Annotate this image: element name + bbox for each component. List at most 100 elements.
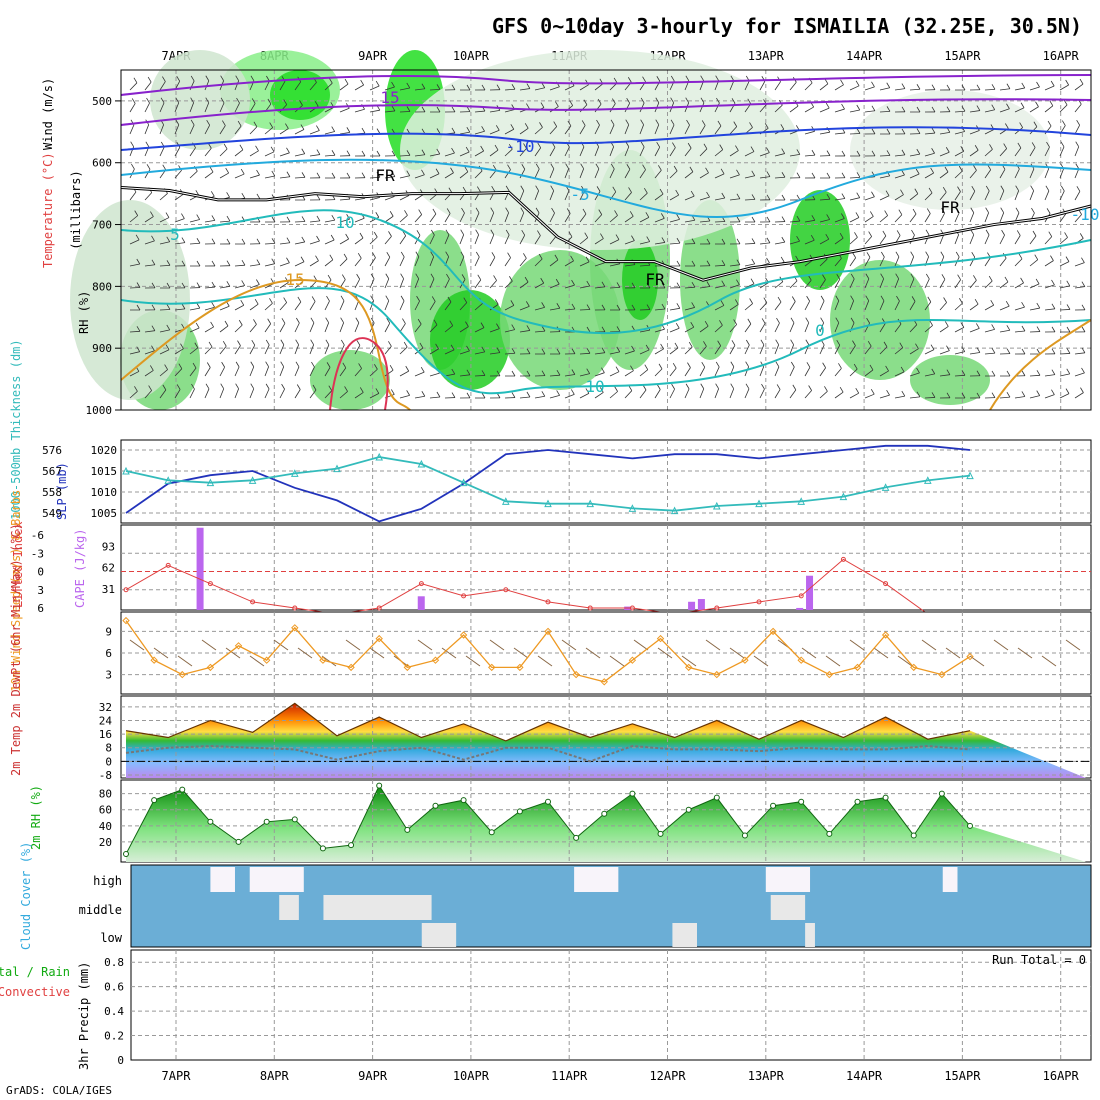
rh-point [516, 808, 523, 815]
wind-barb-flag [597, 98, 602, 105]
temp-label: 2m Temp 2m DewPt (6hr Min/Max) (°C) [9, 523, 23, 776]
wind-barb-flag [358, 363, 362, 369]
wind-barb-flag [316, 172, 321, 178]
wind-barb-flag [1060, 185, 1065, 192]
cape-bar [796, 607, 804, 610]
wind-barb-flag [806, 362, 811, 368]
wind-barb-flag [327, 274, 332, 281]
wind-barb-flag [237, 120, 242, 127]
surface-wind-barb [225, 647, 241, 659]
wind-barb-flag [421, 169, 425, 175]
wind-barb [294, 301, 302, 311]
wind-barb-flag [465, 321, 469, 327]
wind-barb [534, 127, 543, 135]
wind-label: Wind (m/s) [41, 78, 55, 150]
rh-point [123, 850, 129, 857]
wind-barb-flag [250, 361, 255, 367]
lifted-index-point [503, 587, 509, 593]
wind-barb [789, 301, 796, 311]
wind-barb-flag [421, 149, 426, 155]
wind-barb-flag [795, 255, 799, 262]
wind-barb [819, 107, 830, 113]
wind-barb-flag [461, 207, 465, 214]
wind-barb [534, 235, 541, 245]
wind-barb [219, 125, 226, 135]
wind-barb [174, 102, 180, 113]
wind-barb [1074, 262, 1085, 267]
wind-barb [939, 326, 949, 333]
wind-barb [804, 239, 815, 245]
wind-barb-flag [146, 97, 150, 104]
wind-barb [204, 326, 214, 333]
wind-barb-flag [205, 383, 210, 390]
wind-barb-flag [1006, 370, 1011, 377]
wind-barb-flag [1006, 83, 1011, 89]
wind-barb [414, 154, 425, 157]
wind-barb-flag [871, 128, 876, 135]
lifted-index-point [461, 593, 467, 599]
wind-barb-flag [341, 274, 346, 280]
wind-barb-flag [316, 194, 321, 201]
wind-barb-flag [375, 388, 380, 394]
wind-barb-flag [766, 194, 771, 201]
wind-barb-flag [526, 103, 530, 109]
wind-barb-flag [717, 120, 722, 127]
lifted-index-point [165, 562, 171, 568]
wind-barb-flag [880, 295, 885, 302]
wind-barb [429, 153, 440, 157]
date-label-bottom: 10APR [453, 1069, 490, 1083]
wind-barb [774, 176, 786, 179]
wind-barb-flag [901, 128, 906, 135]
wind-barb-flag [885, 190, 890, 196]
wind-barb-flag [283, 297, 288, 303]
wind-barb [144, 216, 154, 223]
wind-barb-flag [645, 344, 650, 351]
wind-barb [144, 124, 150, 135]
wind-barb-flag [915, 168, 920, 175]
wind-barb [1044, 125, 1052, 135]
wind-barb-flag [1065, 388, 1070, 394]
wind-barb [864, 257, 871, 267]
wind-barb-flag [960, 322, 965, 328]
wind-barb [834, 84, 844, 91]
wind-barb-flag [450, 344, 455, 351]
wind-barb-flag [601, 347, 606, 353]
wind-barb-flag [316, 215, 321, 222]
wind-barb [699, 148, 708, 157]
thickness-marker [797, 497, 806, 505]
wind-barb-flag [445, 229, 450, 236]
wind-barb [534, 306, 545, 311]
wind-barb-flag [509, 276, 513, 282]
wind-barb-flag [436, 106, 441, 113]
wind-barb [654, 193, 664, 201]
wind-barb [624, 240, 635, 245]
wind-barb [234, 80, 240, 91]
wind-barb-flag [415, 251, 420, 257]
wind-barb-flag [735, 145, 739, 151]
wind-barb [159, 309, 171, 311]
wind-barb-flag [898, 209, 903, 215]
wind-barb [474, 170, 483, 179]
wind-speed-point [572, 670, 580, 679]
wind-barb [339, 300, 345, 311]
wind-barb-flag [586, 326, 591, 333]
wind-barb-flag [526, 325, 531, 331]
wind-barb [684, 388, 690, 399]
wind-barb [1059, 84, 1069, 91]
wind-barb [1074, 191, 1081, 201]
wind-barb-flag [1079, 78, 1084, 85]
pressure-tick-label: 800 [92, 280, 112, 293]
wind-barb [909, 256, 915, 267]
wind-barb-flag [1030, 185, 1035, 191]
wind-barb-flag [255, 145, 259, 151]
wind-barb-flag [896, 230, 901, 236]
wind-speed-point [600, 678, 608, 686]
wind-barb-flag [567, 120, 572, 127]
wind-barb-flag [196, 260, 201, 267]
wind-barb-flag [930, 344, 935, 350]
wind-barb-flag [661, 237, 666, 243]
wind-barb [849, 197, 860, 201]
wind-barb [669, 367, 677, 377]
